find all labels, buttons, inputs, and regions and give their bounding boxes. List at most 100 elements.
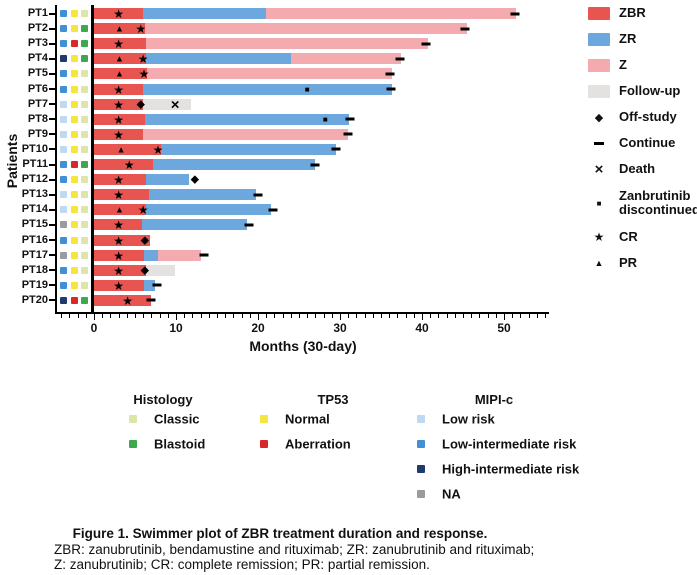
x-minor-tick <box>225 314 226 318</box>
patient-label: PT13 <box>8 189 48 200</box>
legend-item-label: Low-intermediate risk <box>442 437 576 452</box>
bar-segment-zbr <box>94 144 161 155</box>
histology-square <box>81 101 88 108</box>
patient-label: PT16 <box>8 235 48 246</box>
off-study-icon: ◆ <box>588 111 610 124</box>
tp53-square <box>71 70 78 77</box>
patient-row: PT7★◆× <box>0 97 560 112</box>
y-tick <box>49 133 55 135</box>
y-tick <box>49 88 55 90</box>
histology-square <box>81 297 88 304</box>
patient-label: PT12 <box>8 174 48 185</box>
cr-icon: ★ <box>113 99 124 111</box>
patient-row: PT6★■ <box>0 82 560 97</box>
caption-line2: ZBR: zanubrutinib, bendamustine and ritu… <box>54 542 534 557</box>
discontinued-icon: ■ <box>323 116 328 124</box>
x-minor-tick <box>299 314 300 318</box>
x-major-tick <box>504 314 505 320</box>
patient-row: PT16★◆ <box>0 233 560 248</box>
x-minor-tick <box>438 314 439 318</box>
x-minor-tick <box>266 314 267 318</box>
tp53-square <box>71 55 78 62</box>
bar-segment-zr <box>146 53 290 64</box>
x-minor-tick <box>479 314 480 318</box>
legend-item: Follow-up <box>588 78 697 104</box>
x-minor-tick <box>192 314 193 318</box>
zbr-swatch <box>588 7 610 20</box>
y-tick <box>49 13 55 15</box>
histology-square <box>81 267 88 274</box>
x-minor-tick <box>406 314 407 318</box>
tp53-square <box>71 297 78 304</box>
cr-icon: ★ <box>135 23 146 35</box>
patient-row: PT12★◆ <box>0 172 560 187</box>
tp53-square <box>71 252 78 259</box>
tp53-square <box>71 282 78 289</box>
bar-segment-follow-up <box>143 99 191 110</box>
histology-square <box>81 131 88 138</box>
y-tick <box>49 269 55 271</box>
y-tick <box>49 28 55 30</box>
mipi-square <box>60 161 67 168</box>
x-minor-tick <box>545 314 546 318</box>
bar-segment-zr <box>146 204 271 215</box>
off-study-icon: ◆ <box>191 175 199 186</box>
pr-icon: ▲ <box>117 145 126 154</box>
CR-icon: ★ <box>588 230 610 244</box>
x-tick-label: 40 <box>415 321 428 335</box>
plot-area: Patients Months (30-day) PT1★PT2▲★PT3★PT… <box>0 0 560 360</box>
x-minor-tick <box>86 314 87 318</box>
bar-segment-follow-up <box>146 265 175 276</box>
x-minor-tick <box>414 314 415 318</box>
x-minor-tick <box>529 314 530 318</box>
legend-item: ★CR <box>588 224 697 250</box>
tp53-square <box>71 267 78 274</box>
pr-icon: ▲ <box>115 70 124 79</box>
cr-icon: ★ <box>122 295 133 307</box>
bar-segment-z <box>143 129 348 140</box>
bar-segment-zr <box>145 114 349 125</box>
patient-label: PT4 <box>8 53 48 64</box>
cr-icon: ★ <box>139 68 150 80</box>
legend-item-label: Blastoid <box>154 437 205 452</box>
histology-square <box>81 116 88 123</box>
tp53-square <box>71 116 78 123</box>
x-tick-label: 30 <box>333 321 346 335</box>
legend-group-title-histology: Histology <box>103 392 223 407</box>
legend-item-label: Death <box>619 162 697 176</box>
y-tick <box>49 58 55 60</box>
patient-row: PT4▲★ <box>0 51 560 66</box>
x-minor-tick <box>135 314 136 318</box>
y-tick <box>49 284 55 286</box>
patient-label: PT5 <box>8 68 48 79</box>
patient-row: PT14▲★ <box>0 202 560 217</box>
legend-item-label: Aberration <box>285 437 351 452</box>
histology-square <box>81 252 88 259</box>
continue-icon <box>422 42 431 45</box>
x-tick-label: 20 <box>251 321 264 335</box>
z-swatch <box>588 59 610 72</box>
patient-row: PT17★ <box>0 248 560 263</box>
x-minor-tick <box>365 314 366 318</box>
x-minor-tick <box>348 314 349 318</box>
continue-icon <box>344 133 353 136</box>
mipi-square <box>60 40 67 47</box>
patient-label: PT3 <box>8 38 48 49</box>
x-minor-tick <box>61 314 62 318</box>
x-minor-tick <box>430 314 431 318</box>
cr-icon: ★ <box>124 159 135 171</box>
tp53-square <box>71 237 78 244</box>
mipi-square <box>60 55 67 62</box>
bar-segment-zr <box>153 159 315 170</box>
x-major-tick <box>422 314 423 320</box>
tp53-square <box>71 146 78 153</box>
mipi-square <box>60 237 67 244</box>
off-study-icon: ◆ <box>141 265 149 276</box>
tp53-square <box>71 176 78 183</box>
x-minor-tick <box>160 314 161 318</box>
x-minor-tick <box>520 314 521 318</box>
x-minor-tick <box>110 314 111 318</box>
discontinued-icon: ■ <box>588 199 610 208</box>
x-minor-tick <box>381 314 382 318</box>
PR-icon: ▲ <box>588 258 610 268</box>
